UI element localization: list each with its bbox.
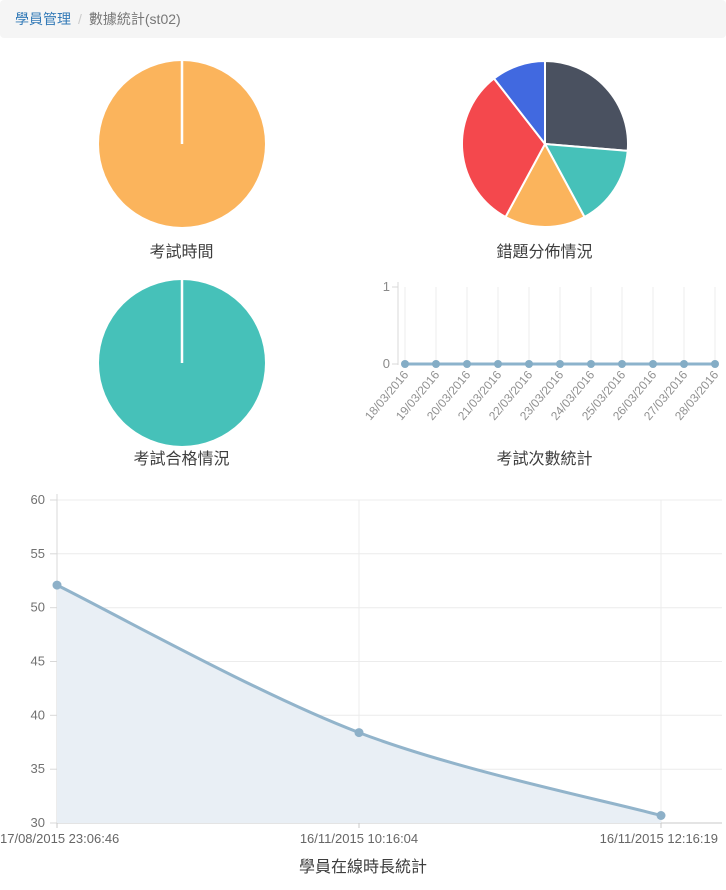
breadcrumb-current: 數據統計(st02) [88,11,181,27]
svg-text:17/08/2015 23:06:46: 17/08/2015 23:06:46 [0,831,119,846]
exam-time-chart-cell: 考試時間 [0,50,363,268]
svg-text:60: 60 [31,492,45,507]
exam-count-chart-cell: 1 0 18/03/2016 19/03/2016 20/03/2016 21/03/20… [363,268,726,475]
svg-text:40: 40 [31,707,45,722]
svg-text:1: 1 [383,279,390,294]
exam-count-line-chart[interactable]: 1 0 18/03/2016 19/03/2016 20/03/2016 21/03/20… [363,270,726,444]
svg-text:50: 50 [31,600,45,615]
breadcrumb-separator: / [78,11,82,27]
exam-pass-chart-cell: 考試合格情況 [0,268,363,475]
breadcrumb-link-student-management[interactable]: 學員管理 [15,11,71,27]
wrong-distribution-chart-title: 錯題分佈情況 [496,244,593,261]
svg-text:0: 0 [383,356,390,371]
svg-text:30: 30 [31,815,45,830]
breadcrumb: 學員管理 / 數據統計(st02) [0,0,726,38]
svg-text:35: 35 [31,761,45,776]
exam-time-pie-chart[interactable] [96,58,268,230]
exam-time-chart-title: 考試時間 [149,244,214,261]
svg-text:16/11/2015 12:16:19: 16/11/2015 12:16:19 [600,831,718,846]
exam-pass-pie-chart[interactable] [96,277,268,449]
svg-text:45: 45 [31,654,45,669]
exam-count-chart-title: 考試次數統計 [496,451,593,468]
exam-pass-chart-title: 考試合格情況 [133,451,230,468]
online-time-chart-title: 學員在線時長統計 [298,859,427,876]
online-time-chart-section: 30 35 40 45 50 55 60 17/08/2015 23:06:46 16/11/2… [0,487,726,885]
online-time-area-chart[interactable]: 30 35 40 45 50 55 60 17/08/2015 23:06:46 16/11/2… [0,487,726,851]
wrong-distribution-chart-cell: 錯題分佈情況 [363,50,726,268]
charts-grid: 考試時間 錯題分佈情況 考試合格情況 1 0 18/03/2016 19/03/201… [0,50,726,475]
svg-text:16/11/2015 10:16:04: 16/11/2015 10:16:04 [300,831,418,846]
wrong-distribution-pie-chart[interactable] [459,58,631,230]
svg-text:55: 55 [31,546,45,561]
